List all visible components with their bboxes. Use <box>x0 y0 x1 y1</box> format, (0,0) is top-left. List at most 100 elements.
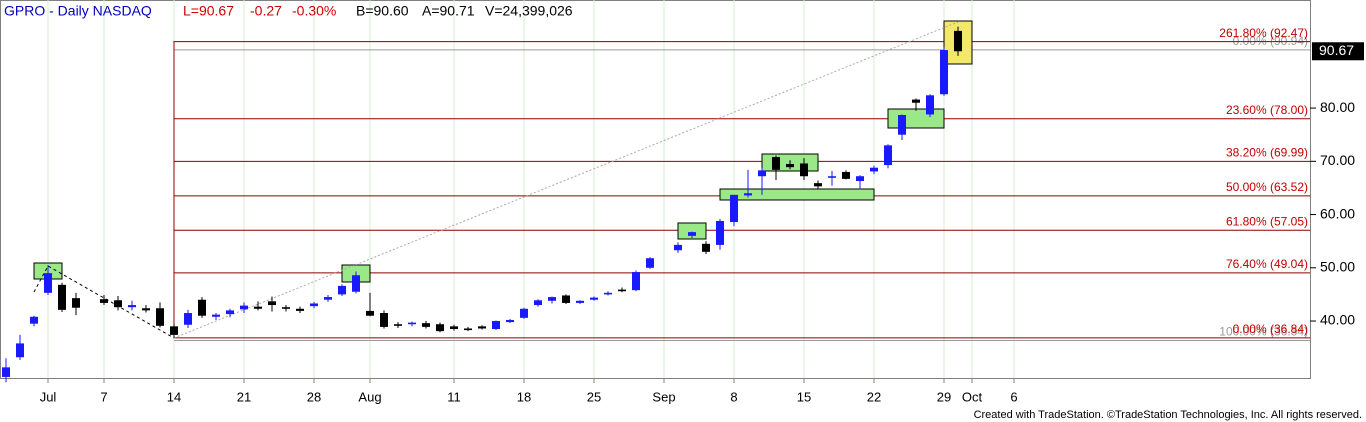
x-tick-label: 25 <box>587 389 601 404</box>
candle-body <box>128 305 136 308</box>
highlight-box <box>887 108 945 129</box>
y-tick-label: 50.00 <box>1320 258 1355 274</box>
candle-body <box>282 307 290 309</box>
candle-body <box>30 316 38 324</box>
x-tick-label: 21 <box>237 389 251 404</box>
candle-body <box>772 157 780 170</box>
candle-body <box>464 328 472 331</box>
chart-title: GPRO - Daily NASDAQ <box>4 3 152 19</box>
y-tick-label: 70.00 <box>1320 152 1355 168</box>
candle-body <box>758 170 766 177</box>
x-tick-label: Oct <box>962 389 983 404</box>
fib-label: 38.20% (69.99) <box>1226 146 1308 160</box>
candle-body <box>940 50 948 95</box>
candle-body <box>170 326 178 335</box>
x-tick-label: 11 <box>447 389 461 404</box>
candle-body <box>296 308 304 311</box>
y-tick-label: 80.00 <box>1320 99 1355 115</box>
x-tick-label: 28 <box>307 389 321 404</box>
candle-body <box>268 301 276 306</box>
candle-body <box>352 275 360 292</box>
candle-body <box>506 319 514 323</box>
candle-body <box>954 30 962 52</box>
candle-body <box>492 321 500 330</box>
candle-body <box>674 244 682 251</box>
candle-body <box>408 322 416 325</box>
candle-body <box>44 273 52 293</box>
candle-body <box>394 324 402 326</box>
candle-body <box>198 299 206 316</box>
x-tick-label: 7 <box>100 389 107 404</box>
change-pct: -0.30% <box>292 3 336 19</box>
volume: V=24,399,026 <box>485 3 573 19</box>
candle-body <box>842 171 850 179</box>
candle-body <box>702 243 710 252</box>
candle-body <box>450 326 458 330</box>
x-tick-label: Jul <box>40 389 57 404</box>
y-tick-label: 40.00 <box>1320 312 1355 328</box>
fib-label: 100.00% (36.34) <box>1219 325 1308 339</box>
highlight-box <box>719 188 875 201</box>
candle-body <box>324 297 332 300</box>
candle-body <box>590 297 598 300</box>
candle-body <box>58 284 66 310</box>
candle-body <box>310 303 318 307</box>
candle-body <box>212 314 220 317</box>
candle-body <box>520 308 528 318</box>
candle-body <box>534 300 542 306</box>
candle-body <box>856 176 864 182</box>
candle-body <box>16 343 24 358</box>
candles <box>2 26 962 383</box>
candle-body <box>576 300 584 303</box>
last-price-label: 90.67 <box>1319 42 1354 58</box>
candle-body <box>2 367 10 377</box>
candle-body <box>72 298 80 308</box>
x-tick-label: 18 <box>517 389 531 404</box>
fib-label: 0.00% (90.94) <box>1233 34 1308 48</box>
last-price-box <box>1312 42 1364 61</box>
candle-body <box>912 99 920 103</box>
candle-body <box>100 299 108 303</box>
candle-body <box>730 194 738 223</box>
x-tick-label: 8 <box>730 389 737 404</box>
trend-line <box>173 21 959 339</box>
candle-body <box>226 310 234 315</box>
swing-line <box>33 265 175 339</box>
candle-body <box>548 297 556 301</box>
footer: Created with TradeStation. ©TradeStation… <box>974 409 1362 421</box>
highlight-box <box>677 222 707 240</box>
fib-label: 61.80% (57.05) <box>1226 214 1308 228</box>
x-tick-label: Aug <box>358 389 381 404</box>
fib-label: 76.40% (49.04) <box>1226 257 1308 271</box>
change: -0.27 <box>250 3 282 19</box>
candle-body <box>254 306 262 309</box>
candle-body <box>380 313 388 327</box>
candle-body <box>814 183 822 187</box>
x-tick-label: 22 <box>867 389 881 404</box>
candle-body <box>338 285 346 295</box>
candle-body <box>366 310 374 316</box>
x-tick-label: 15 <box>797 389 811 404</box>
candle-body <box>646 258 654 268</box>
candle-body <box>884 145 892 166</box>
y-tick-label: 60.00 <box>1320 205 1355 221</box>
candle-body <box>744 193 752 196</box>
x-tick-label: 29 <box>937 389 951 404</box>
fib-label: 261.80% (92.47) <box>1219 26 1308 40</box>
candle-body <box>604 292 612 295</box>
fib-label: 23.60% (78.00) <box>1226 103 1308 117</box>
plot-area <box>0 0 1311 379</box>
candle-body <box>422 323 430 327</box>
candle-body <box>436 324 444 332</box>
candle-body <box>870 167 878 172</box>
candle-body <box>618 289 626 292</box>
candle-body <box>786 163 794 168</box>
candle-body <box>562 295 570 303</box>
ask: A=90.71 <box>422 3 475 19</box>
candle-body <box>478 326 486 329</box>
fib-label: 0.00% (36.84) <box>1233 322 1308 336</box>
candle-body <box>156 308 164 326</box>
candle-body <box>828 176 836 178</box>
